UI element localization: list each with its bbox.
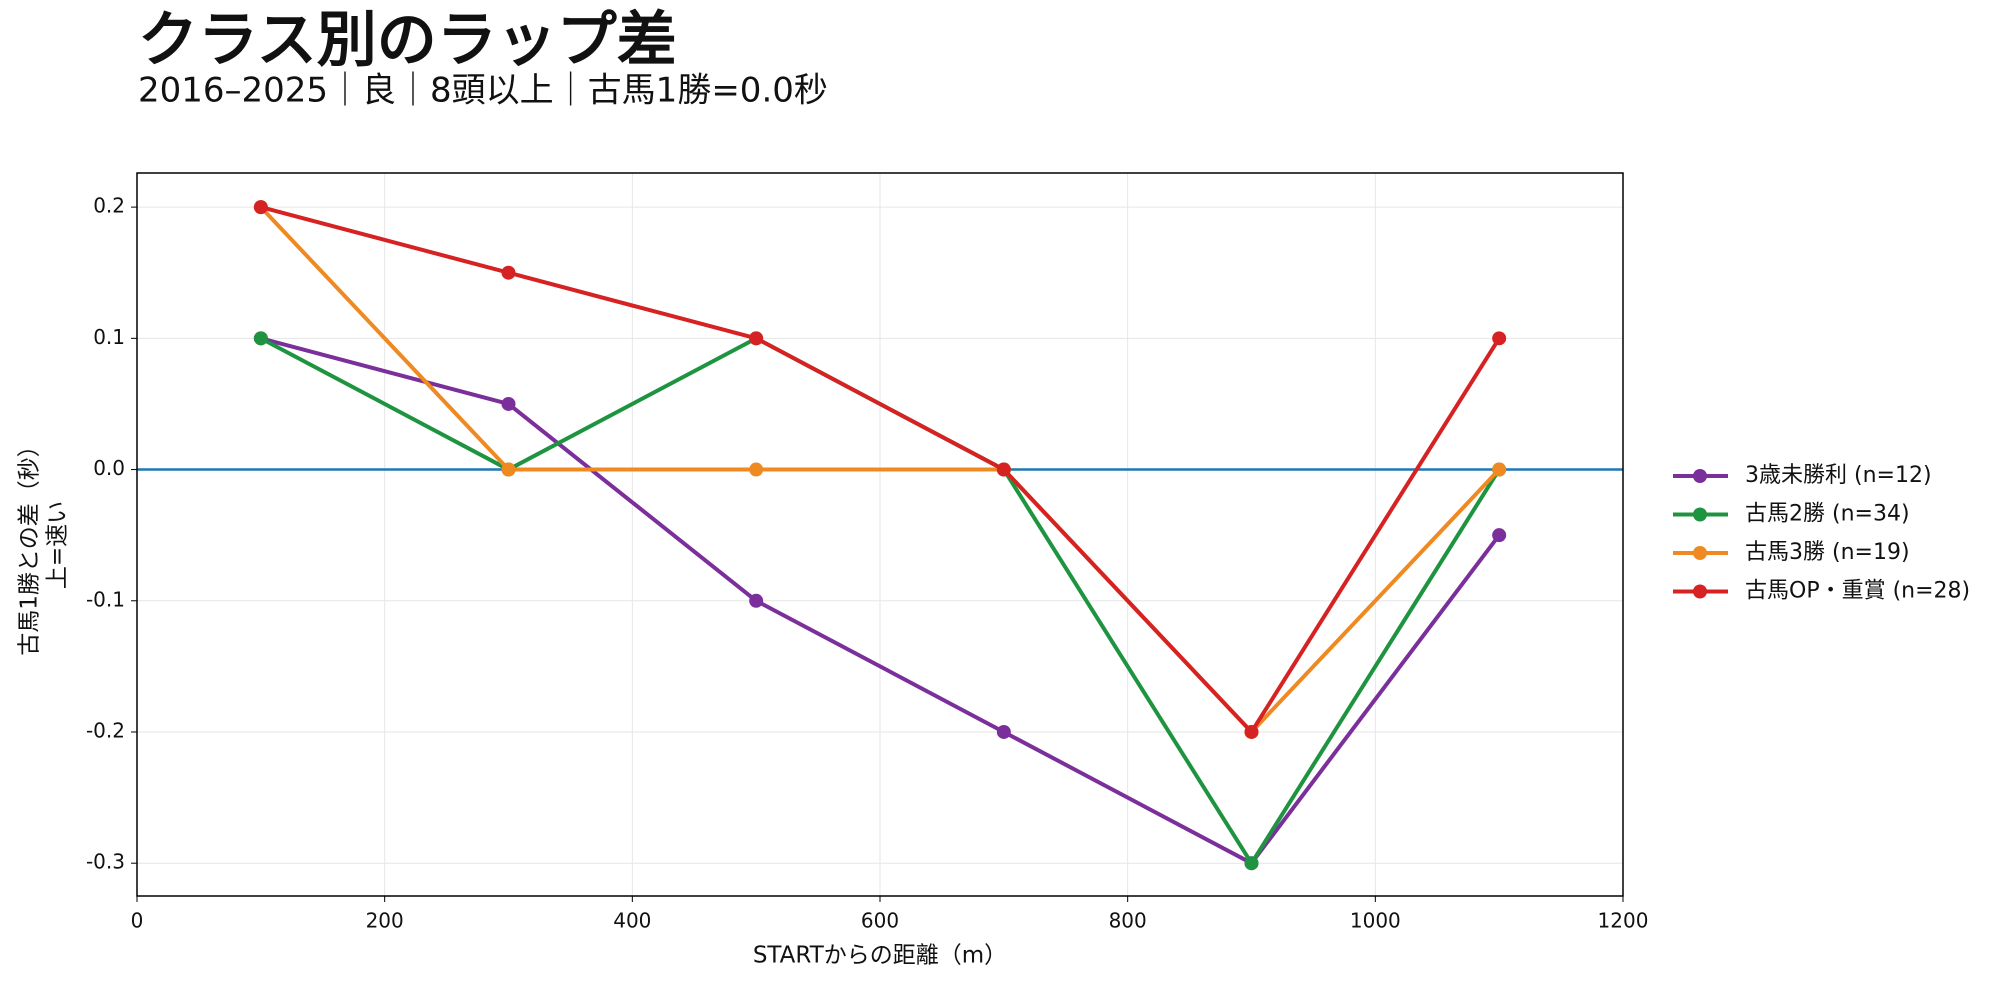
x-tick-label: 600 <box>861 909 899 933</box>
y-tick-label: -0.2 <box>86 718 125 742</box>
data-point <box>501 265 516 280</box>
data-point <box>1244 724 1259 739</box>
y-tick-label: 0.2 <box>93 194 125 218</box>
y-axis-label: 古馬1勝との差（秒） <box>17 434 43 655</box>
data-point <box>501 396 516 411</box>
chart-subtitle: 2016–2025｜良｜8頭以上｜古馬1勝=0.0秒 <box>138 71 828 111</box>
data-point <box>1492 528 1507 543</box>
y-tick-label: -0.1 <box>86 587 125 611</box>
data-point <box>996 724 1011 739</box>
legend-swatch <box>1693 507 1707 522</box>
data-point <box>1492 462 1507 477</box>
x-axis-label: STARTからの距離（m） <box>753 943 1007 969</box>
series-line <box>260 205 1501 734</box>
data-point <box>253 200 268 215</box>
plot-frame <box>136 172 1624 897</box>
legend-label: 古馬3勝 (n=19) <box>1745 540 1910 565</box>
x-tick-label: 400 <box>613 909 651 933</box>
y-axis-label: 上=速い <box>45 501 71 589</box>
data-point <box>749 331 764 346</box>
legend-swatch <box>1693 469 1707 483</box>
data-point <box>996 462 1011 477</box>
x-tick-label: 200 <box>366 909 404 933</box>
data-point <box>1492 331 1507 346</box>
x-tick-label: 800 <box>1109 909 1147 933</box>
data-point <box>749 593 764 608</box>
y-tick-label: 0.0 <box>93 456 125 480</box>
data-point <box>1244 856 1259 871</box>
series-line <box>260 336 1501 866</box>
legend-label: 3歳未勝利 (n=12) <box>1745 463 1932 488</box>
data-point <box>253 331 268 346</box>
x-tick-label: 1200 <box>1598 909 1649 933</box>
data-point <box>501 462 516 477</box>
chart-title: クラス別のラップ差 <box>138 6 677 76</box>
x-tick-label: 0 <box>131 909 144 933</box>
series-line <box>259 205 1501 734</box>
legend-swatch <box>1693 546 1707 560</box>
legend-label: 古馬2勝 (n=34) <box>1745 502 1910 527</box>
legend-label: 古馬OP・重賞 (n=28) <box>1745 579 1970 604</box>
x-tick-label: 1000 <box>1350 909 1401 933</box>
y-tick-label: 0.1 <box>93 325 125 349</box>
data-point <box>749 462 764 477</box>
y-tick-label: -0.3 <box>86 850 125 874</box>
legend-swatch <box>1693 584 1707 599</box>
